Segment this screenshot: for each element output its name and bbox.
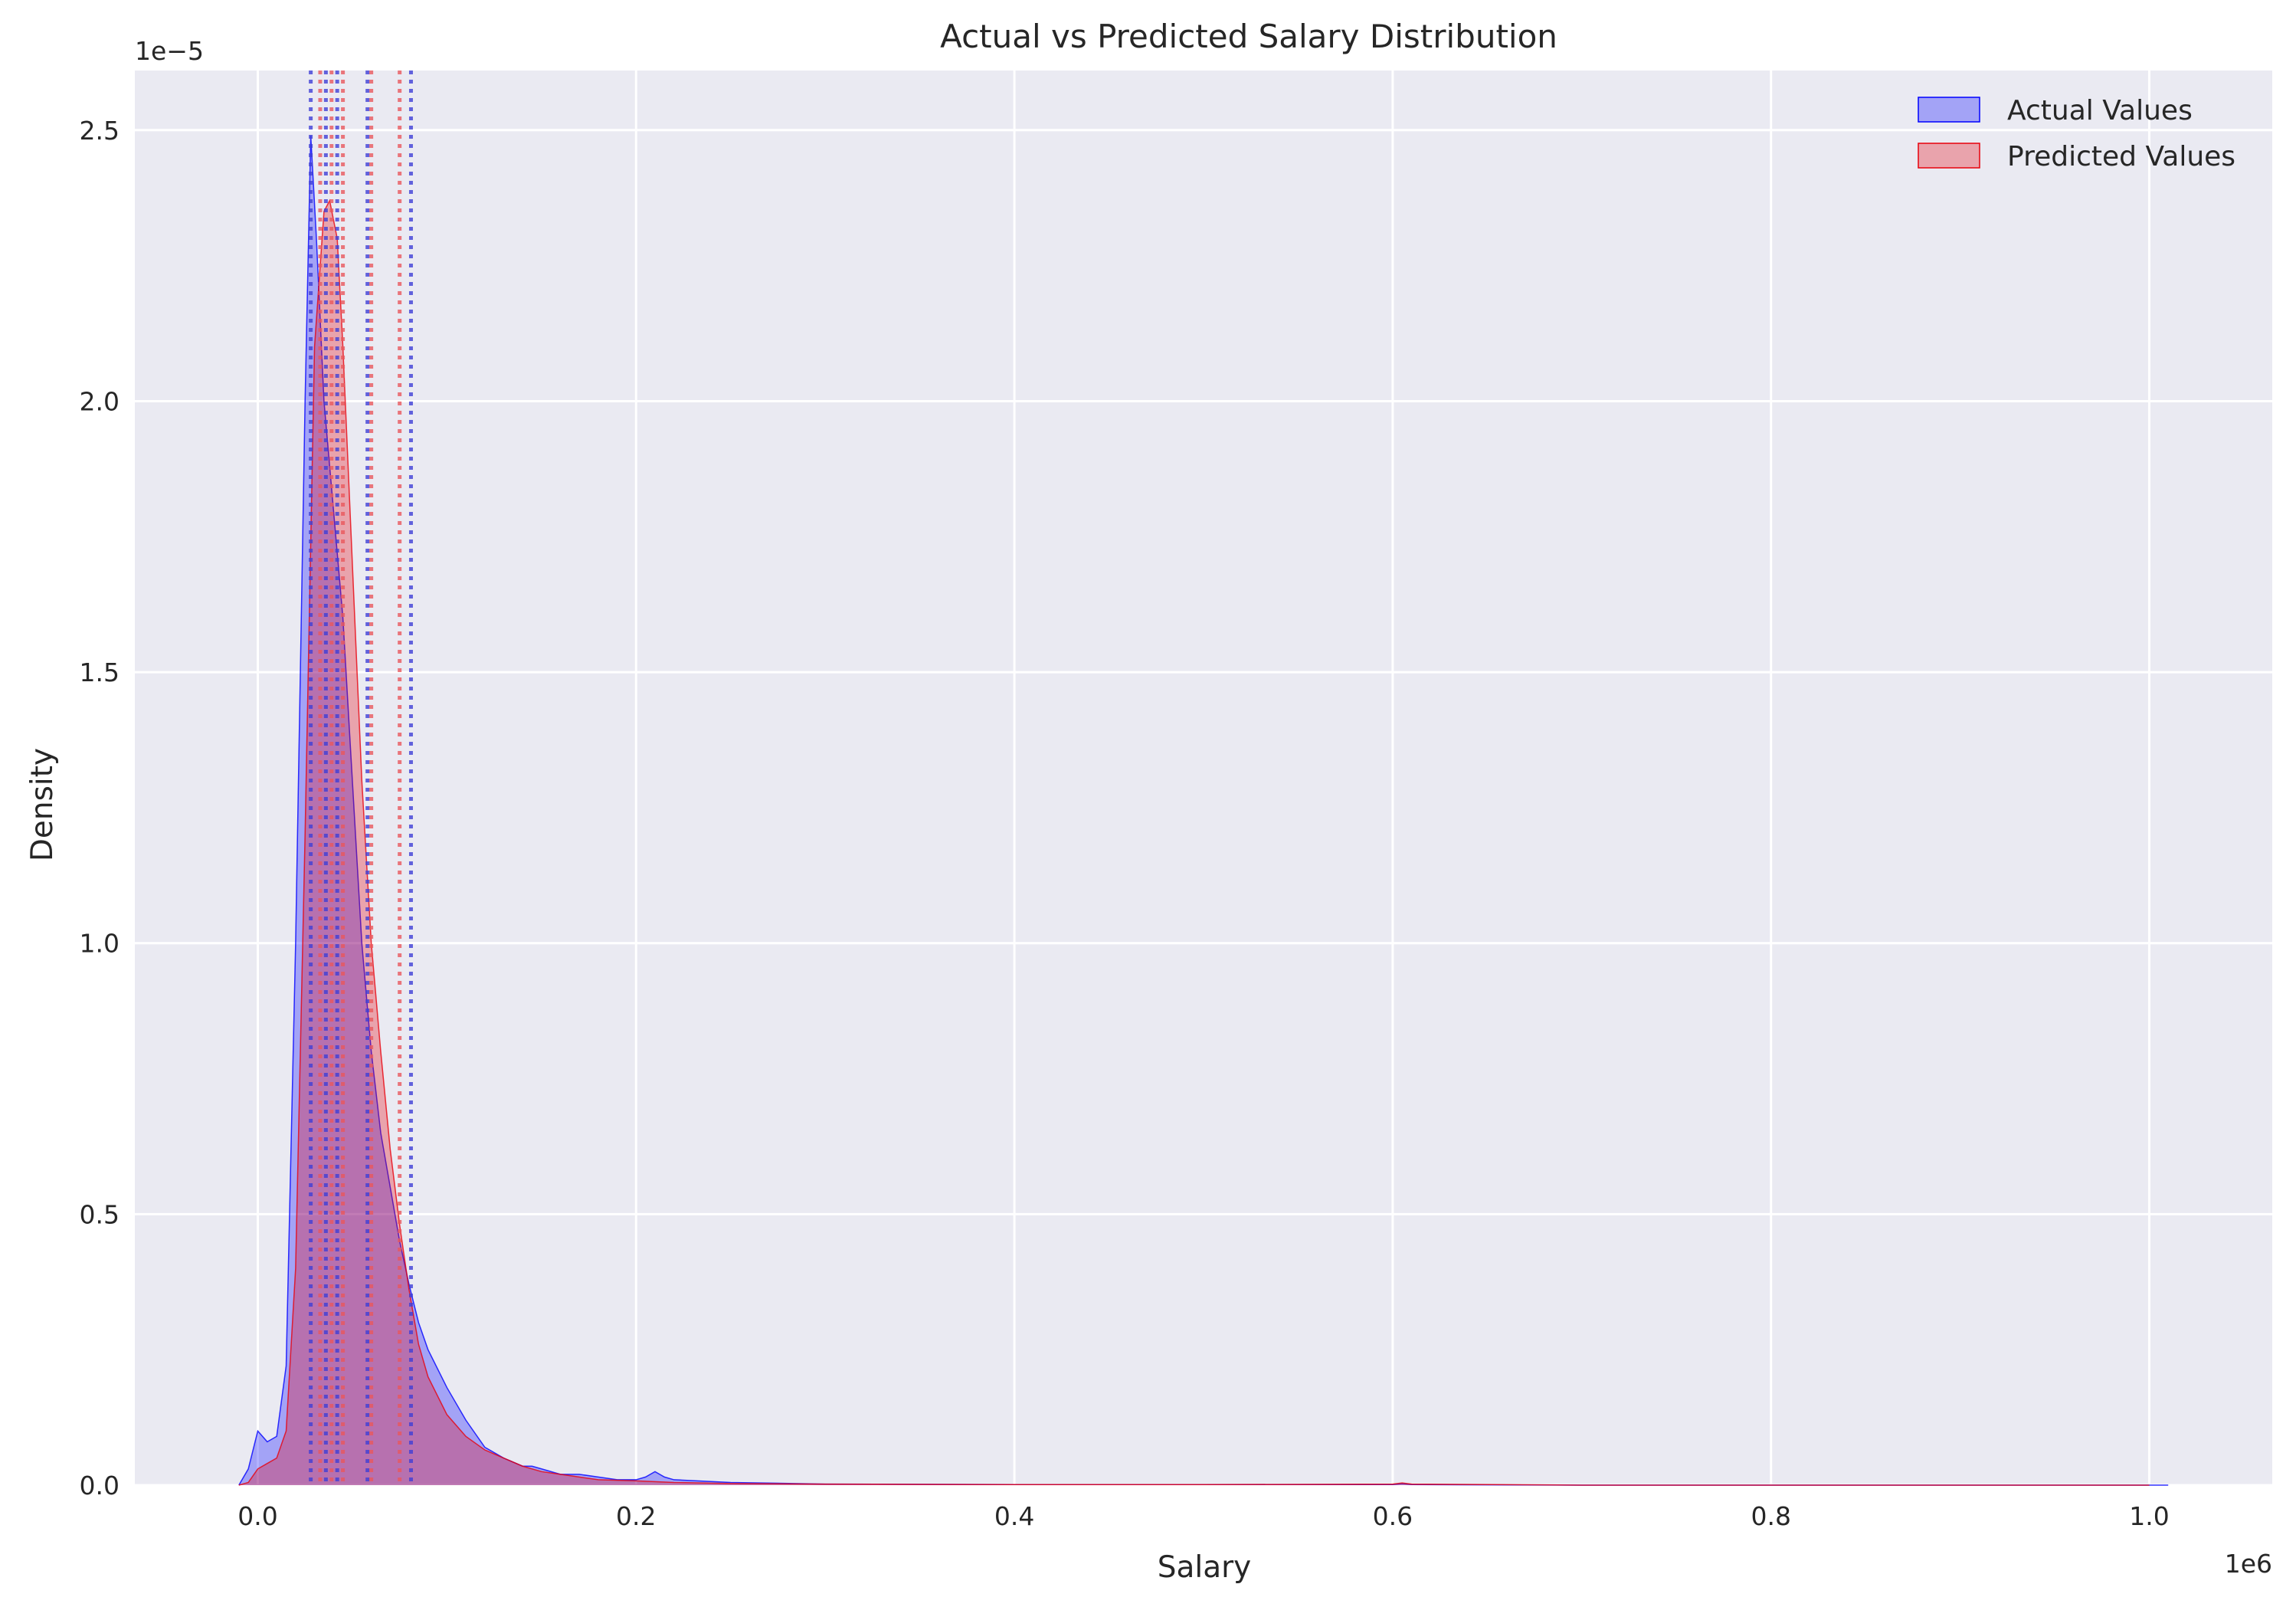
- legend-swatch-actual: [1918, 97, 1980, 123]
- statistic-lines: [309, 71, 413, 1485]
- y-axis-label: Density: [25, 748, 60, 861]
- chart-title: Actual vs Predicted Salary Distribution: [940, 18, 1557, 55]
- x-tick-label: 0.6: [1373, 1501, 1413, 1531]
- x-tick-label: 1.0: [2129, 1501, 2169, 1531]
- legend-label-predicted: Predicted Values: [2007, 141, 2235, 172]
- y-tick-label: 2.5: [80, 116, 120, 146]
- y-tick-label: 2.0: [80, 386, 120, 416]
- x-tick-label: 0.8: [1751, 1501, 1790, 1531]
- y-tick-label: 1.0: [80, 929, 120, 959]
- plot-area: [135, 71, 2272, 1485]
- legend: Actual Values Predicted Values: [1918, 95, 2235, 172]
- y-tick-label: 0.5: [80, 1199, 120, 1229]
- x-tick-label: 0.4: [994, 1501, 1034, 1531]
- x-tick-label: 0.2: [616, 1501, 656, 1531]
- legend-label-actual: Actual Values: [2007, 95, 2193, 126]
- predicted-values-line: [238, 198, 2150, 1486]
- y-tick-labels: 0.0 0.5 1.0 1.5 2.0 2.5: [80, 116, 120, 1500]
- x-axis-label: Salary: [1158, 1550, 1252, 1585]
- legend-swatch-predicted: [1918, 143, 1980, 169]
- density-areas: [238, 135, 2169, 1486]
- x-axis-offset-text: 1e6: [2225, 1549, 2272, 1579]
- y-tick-label: 0.0: [80, 1471, 120, 1500]
- grid-lines: [135, 71, 2272, 1487]
- y-tick-label: 1.5: [80, 658, 120, 687]
- y-axis-offset-text: 1e−5: [135, 36, 204, 66]
- x-tick-label: 0.0: [237, 1501, 277, 1531]
- x-tick-labels: 0.0 0.2 0.4 0.6 0.8 1.0: [237, 1501, 2170, 1531]
